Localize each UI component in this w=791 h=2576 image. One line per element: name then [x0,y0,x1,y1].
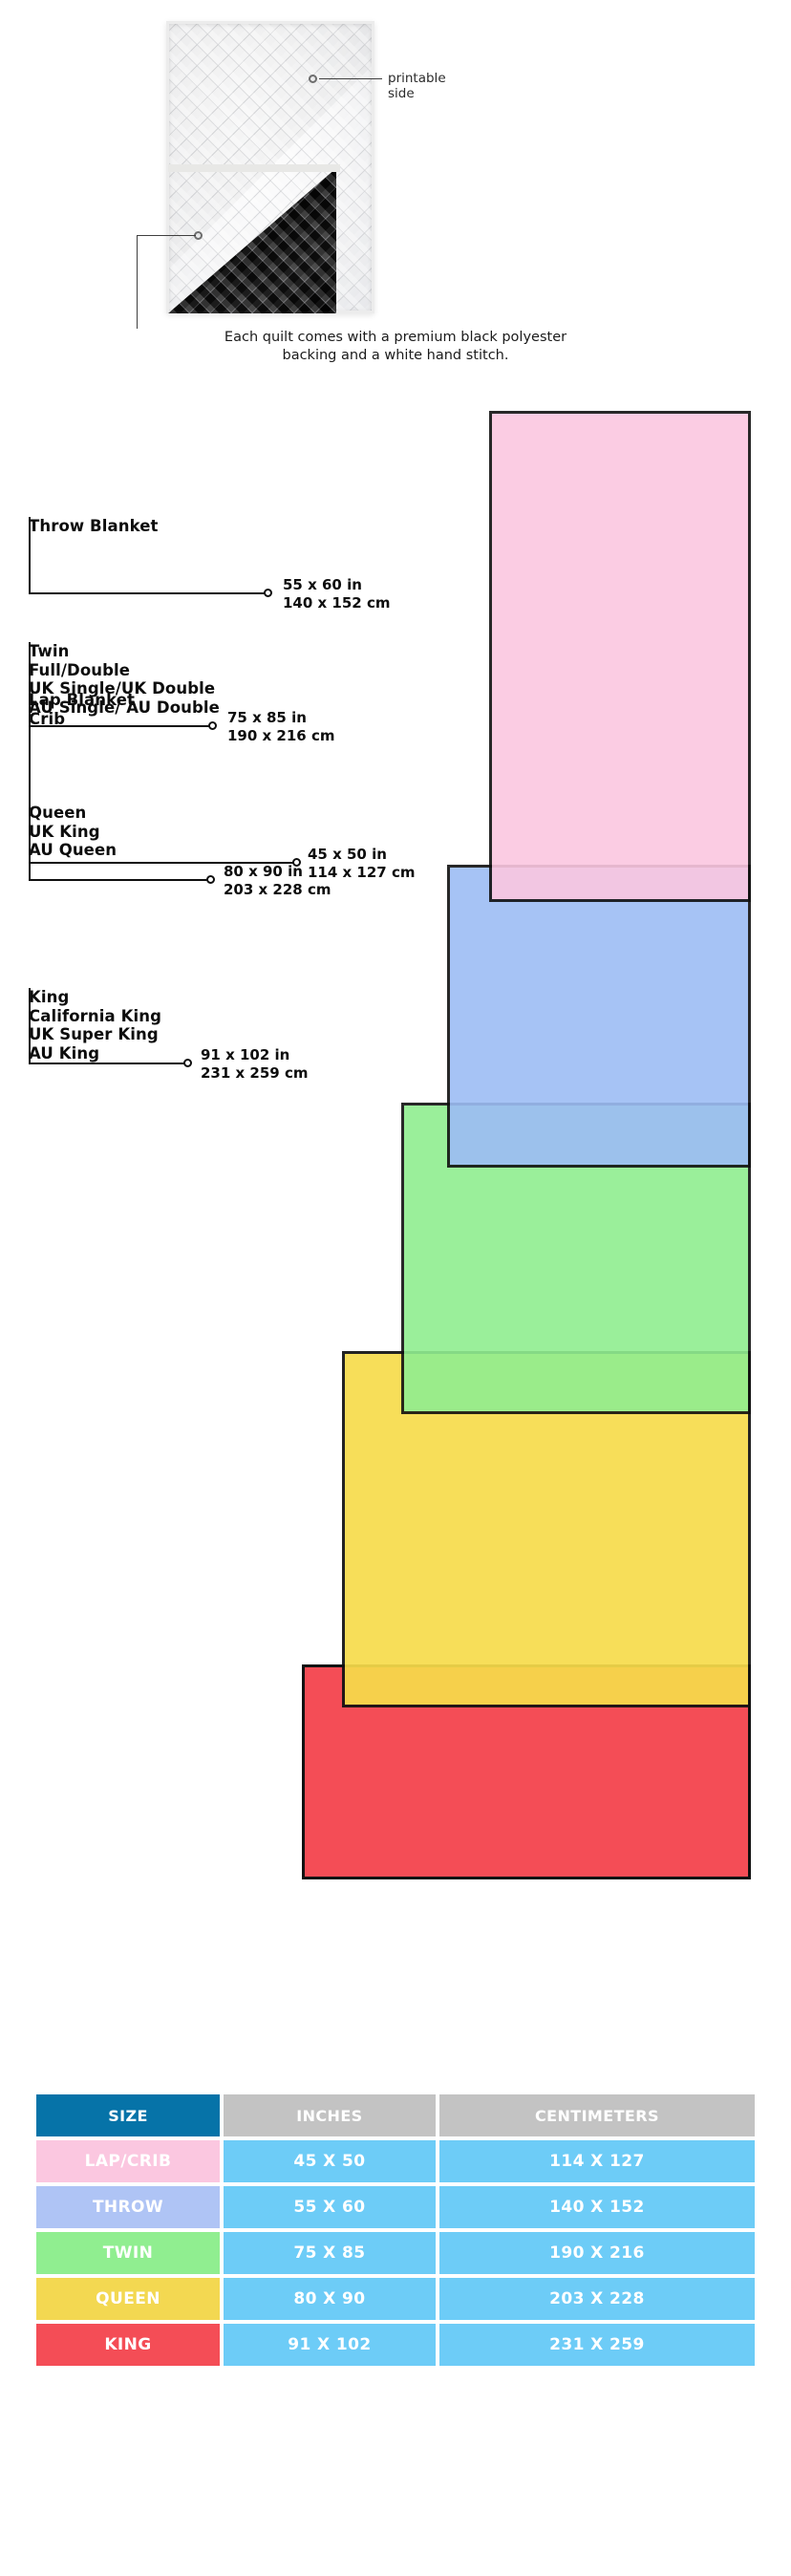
size-leader-dot-twin [208,721,217,730]
black-backing-callout-line-h [137,235,196,236]
table-row: THROW 55 X 60 140 X 152 [36,2186,755,2228]
quilt-binding-edge [168,164,340,172]
table-cell-cm: 203 X 228 [438,2278,755,2320]
size-rect-lap-crib [489,411,751,902]
table-cell-cm: 140 X 152 [438,2186,755,2228]
size-leader-dot-king [183,1059,192,1067]
black-backing-callout-line-v [137,235,138,329]
table-header-row: SIZE INCHES CENTIMETERS [36,2094,755,2136]
size-leader-vert-twin [29,642,31,726]
size-leader-dot-throw [264,589,272,597]
table-cell-inches: 91 X 102 [224,2324,436,2366]
size-label-queen: Queen UK King AU Queen [29,804,118,859]
size-leader-line-lap-crib [29,862,294,864]
table-header-size: SIZE [36,2094,220,2136]
table-cell-inches: 80 X 90 [224,2278,436,2320]
size-label-twin: Twin Full/Double UK Single/UK Double AU … [29,642,220,717]
product-caption: Each quilt comes with a premium black po… [224,330,567,363]
size-leader-vert-queen [29,804,31,880]
size-dims-twin: 75 x 85 in 190 x 216 cm [227,709,335,744]
printable-side-callout-line [319,78,382,79]
table-cell-size: THROW [36,2186,220,2228]
table-cell-cm: 190 X 216 [438,2232,755,2274]
table-cell-cm: 114 X 127 [438,2140,755,2182]
table-cell-size: KING [36,2324,220,2366]
table-cell-cm: 231 X 259 [438,2324,755,2366]
size-dims-king: 91 x 102 in 231 x 259 cm [201,1046,309,1082]
printable-side-callout-label: printable side [388,71,446,101]
size-leader-line-twin [29,725,210,727]
size-leader-line-throw [29,592,266,594]
size-rect-throw [447,865,751,1168]
table-cell-size: QUEEN [36,2278,220,2320]
size-label-king: King California King UK Super King AU Ki… [29,988,161,1063]
size-dims-queen: 80 x 90 in 203 x 228 cm [224,863,331,898]
table-cell-inches: 75 X 85 [224,2232,436,2274]
size-leader-line-king [29,1063,185,1064]
size-comparison-diagram: Lap Blanket Crib 45 x 50 in 114 x 127 cm… [29,411,751,1879]
table-row: TWIN 75 X 85 190 X 216 [36,2232,755,2274]
size-dims-throw: 55 x 60 in 140 x 152 cm [283,576,391,612]
size-leader-line-queen [29,879,208,881]
size-leader-vert-lap-crib [29,691,31,863]
table-row: KING 91 X 102 231 X 259 [36,2324,755,2366]
table-cell-size: LAP/CRIB [36,2140,220,2182]
size-leader-vert-king [29,988,31,1063]
printable-side-callout-dot [309,75,317,83]
size-label-lap-crib: Lap Blanket Crib [29,691,136,728]
table-header-inches: INCHES [224,2094,436,2136]
size-leader-dot-lap-crib [292,858,301,867]
table-header-centimeters: CENTIMETERS [438,2094,755,2136]
quilt-illustration: printable side [0,0,791,334]
size-leader-dot-queen [206,875,215,884]
table-row: QUEEN 80 X 90 203 X 228 [36,2278,755,2320]
size-label-throw: Throw Blanket [29,517,159,535]
table-cell-inches: 55 X 60 [224,2186,436,2228]
size-dims-lap-crib: 45 x 50 in 114 x 127 cm [308,846,416,881]
product-photo-section: printable side Each quilt comes with a p… [0,0,791,382]
table-cell-size: TWIN [36,2232,220,2274]
table-cell-inches: 45 X 50 [224,2140,436,2182]
table-row: LAP/CRIB 45 X 50 114 X 127 [36,2140,755,2182]
size-leader-vert-throw [29,517,31,593]
size-chart-table: SIZE INCHES CENTIMETERS LAP/CRIB 45 X 50… [32,2091,759,2370]
